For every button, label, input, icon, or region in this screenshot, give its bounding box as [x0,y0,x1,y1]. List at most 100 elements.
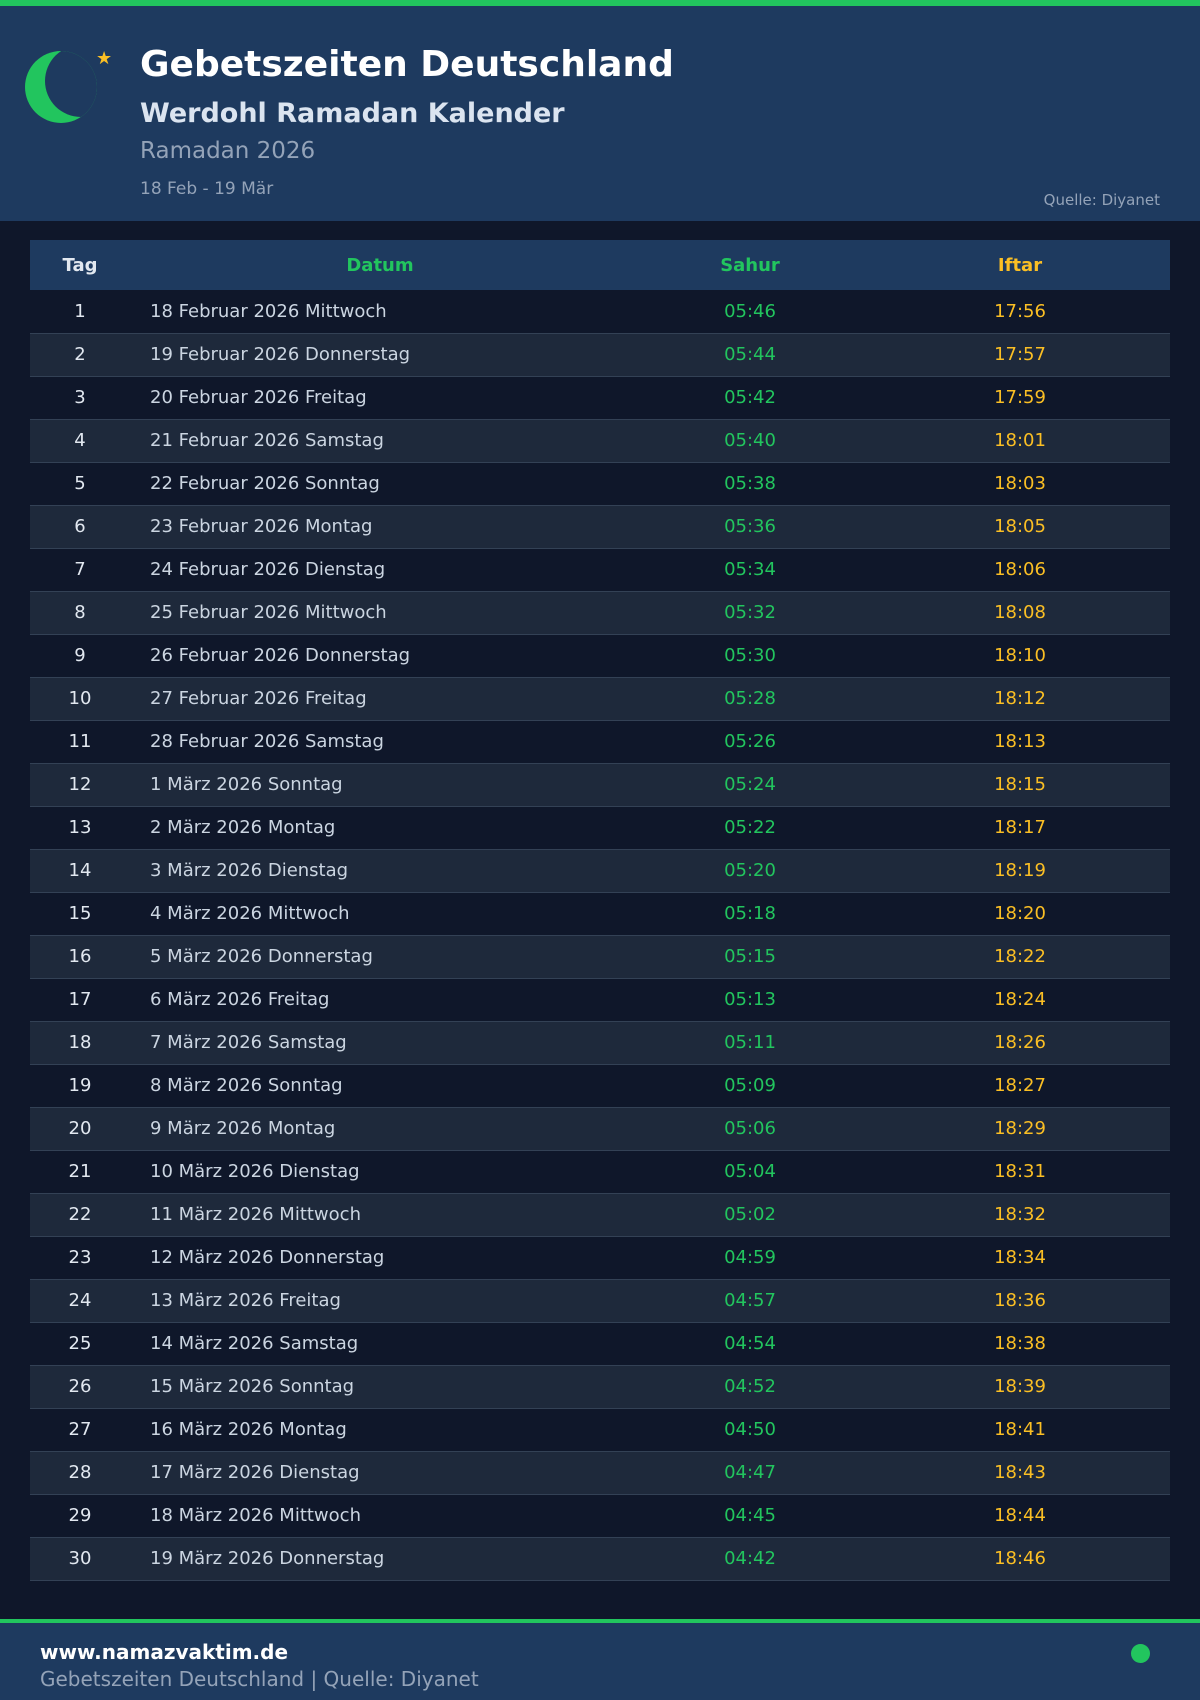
table-row: 7 24 Februar 2026 Dienstag 05:34 18:06 [30,548,1170,592]
date: 3 März 2026 Dienstag [130,849,630,893]
iftar-time: 18:32 [870,1193,1170,1237]
date: 23 Februar 2026 Montag [130,505,630,549]
page-subtitle: Werdohl Ramadan Kalender [140,98,565,129]
date: 2 März 2026 Montag [130,806,630,850]
day-number: 1 [30,290,130,334]
day-number: 30 [30,1537,130,1581]
table-row: 29 18 März 2026 Mittwoch 04:45 18:44 [30,1494,1170,1538]
day-number: 14 [30,849,130,893]
table-row: 19 8 März 2026 Sonntag 05:09 18:27 [30,1064,1170,1108]
iftar-time: 17:57 [870,333,1170,377]
sahur-time: 05:34 [630,548,870,592]
sahur-time: 05:02 [630,1193,870,1237]
date: 18 März 2026 Mittwoch [130,1494,630,1538]
day-number: 6 [30,505,130,549]
status-dot-icon [1131,1644,1150,1663]
sahur-time: 05:38 [630,462,870,506]
iftar-time: 18:31 [870,1150,1170,1194]
iftar-time: 18:26 [870,1021,1170,1065]
sahur-time: 05:30 [630,634,870,678]
day-number: 10 [30,677,130,721]
sahur-time: 04:57 [630,1279,870,1323]
star-icon: ★ [96,48,113,69]
iftar-time: 17:56 [870,290,1170,334]
ramadan-calendar-table: Tag Datum Sahur Iftar 1 18 Februar 2026 M… [30,240,1170,1581]
crescent-moon-icon [25,51,97,123]
table-row: 20 9 März 2026 Montag 05:06 18:29 [30,1107,1170,1151]
day-number: 25 [30,1322,130,1366]
day-number: 17 [30,978,130,1022]
iftar-time: 18:19 [870,849,1170,893]
date: 8 März 2026 Sonntag [130,1064,630,1108]
date: 17 März 2026 Dienstag [130,1451,630,1495]
day-number: 11 [30,720,130,764]
day-number: 27 [30,1408,130,1452]
iftar-time: 18:20 [870,892,1170,936]
table-row: 22 11 März 2026 Mittwoch 05:02 18:32 [30,1193,1170,1237]
iftar-time: 18:46 [870,1537,1170,1581]
iftar-time: 18:44 [870,1494,1170,1538]
date: 28 Februar 2026 Samstag [130,720,630,764]
table-header-row: Tag Datum Sahur Iftar [30,240,1170,290]
sahur-time: 05:06 [630,1107,870,1151]
sahur-time: 05:42 [630,376,870,420]
date: 12 März 2026 Donnerstag [130,1236,630,1280]
column-header-sahur: Sahur [630,240,870,290]
sahur-time: 05:15 [630,935,870,979]
footer-website-link[interactable]: www.namazvaktim.de [40,1640,289,1664]
column-header-iftar: Iftar [870,240,1170,290]
table-row: 23 12 März 2026 Donnerstag 04:59 18:34 [30,1236,1170,1280]
day-number: 22 [30,1193,130,1237]
day-number: 16 [30,935,130,979]
iftar-time: 18:38 [870,1322,1170,1366]
day-number: 29 [30,1494,130,1538]
iftar-time: 18:05 [870,505,1170,549]
date: 15 März 2026 Sonntag [130,1365,630,1409]
date: 25 Februar 2026 Mittwoch [130,591,630,635]
date: 7 März 2026 Samstag [130,1021,630,1065]
date: 19 März 2026 Donnerstag [130,1537,630,1581]
table-row: 3 20 Februar 2026 Freitag 05:42 17:59 [30,376,1170,420]
day-number: 18 [30,1021,130,1065]
sahur-time: 05:46 [630,290,870,334]
table-row: 16 5 März 2026 Donnerstag 05:15 18:22 [30,935,1170,979]
day-number: 9 [30,634,130,678]
date: 11 März 2026 Mittwoch [130,1193,630,1237]
sahur-time: 05:22 [630,806,870,850]
iftar-time: 18:22 [870,935,1170,979]
iftar-time: 18:17 [870,806,1170,850]
table-row: 27 16 März 2026 Montag 04:50 18:41 [30,1408,1170,1452]
iftar-time: 18:03 [870,462,1170,506]
day-number: 24 [30,1279,130,1323]
day-number: 23 [30,1236,130,1280]
table-row: 21 10 März 2026 Dienstag 05:04 18:31 [30,1150,1170,1194]
sahur-time: 05:24 [630,763,870,807]
date: 19 Februar 2026 Donnerstag [130,333,630,377]
column-header-datum: Datum [130,240,630,290]
iftar-time: 18:36 [870,1279,1170,1323]
sahur-time: 04:42 [630,1537,870,1581]
table-row: 10 27 Februar 2026 Freitag 05:28 18:12 [30,677,1170,721]
date: 26 Februar 2026 Donnerstag [130,634,630,678]
footer-text: Gebetszeiten Deutschland | Quelle: Diyan… [40,1667,479,1691]
date: 20 Februar 2026 Freitag [130,376,630,420]
day-number: 26 [30,1365,130,1409]
table-row: 6 23 Februar 2026 Montag 05:36 18:05 [30,505,1170,549]
source-label: Quelle: Diyanet [1043,191,1160,209]
date: 9 März 2026 Montag [130,1107,630,1151]
day-number: 12 [30,763,130,807]
date: 22 Februar 2026 Sonntag [130,462,630,506]
sahur-time: 05:40 [630,419,870,463]
date-range: 18 Feb - 19 Mär [140,179,274,199]
date: 13 März 2026 Freitag [130,1279,630,1323]
sahur-time: 05:26 [630,720,870,764]
date: 24 Februar 2026 Dienstag [130,548,630,592]
iftar-time: 18:39 [870,1365,1170,1409]
date: 27 Februar 2026 Freitag [130,677,630,721]
table-row: 5 22 Februar 2026 Sonntag 05:38 18:03 [30,462,1170,506]
page-header: ★ Gebetszeiten Deutschland Werdohl Ramad… [0,6,1200,221]
iftar-time: 18:01 [870,419,1170,463]
table-row: 13 2 März 2026 Montag 05:22 18:17 [30,806,1170,850]
date: 5 März 2026 Donnerstag [130,935,630,979]
sahur-time: 05:36 [630,505,870,549]
